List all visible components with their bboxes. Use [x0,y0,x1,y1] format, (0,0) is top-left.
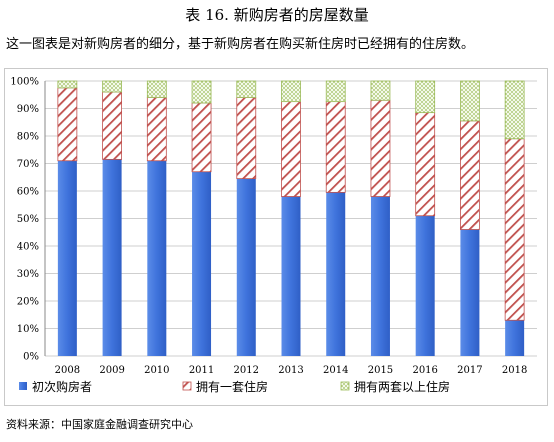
x-tick-label: 2017 [457,365,482,376]
bar-one-home-owner-2011 [191,102,212,173]
y-tick-label: 0% [23,352,39,363]
bar-one-home-owner-2015 [370,99,391,197]
y-tick-label: 60% [17,187,39,198]
bar-two-plus-home-owner-2009 [102,80,122,93]
chart-subtitle: 这一图表是对新购房者的细分，基于新购房者在购买新住房时已经拥有的住房数。 [6,37,475,52]
bar-one-home-owner-2014 [325,101,346,193]
bar-first-time-buyer-2018 [505,320,525,356]
bar-two-plus-home-owner-2011 [191,80,212,104]
bar-one-home-owner-2018 [504,138,525,321]
x-tick-label: 2008 [55,365,80,376]
bars [57,80,525,356]
x-tick-label: 2014 [323,365,348,376]
stacked-bar-chart: 0%10%20%30%40%50%60%70%80%90%100% 2008 20… [10,77,537,394]
y-tick-label: 50% [17,214,39,225]
bar-first-time-buyer-2012 [236,178,256,356]
legend-label-one-home-owner: 拥有一套住房 [196,379,268,394]
x-tick-label: 2015 [368,365,393,376]
bar-two-plus-home-owner-2015 [370,80,391,101]
bar-two-plus-home-owner-2016 [415,80,436,114]
x-tick-label: 2018 [502,365,527,376]
y-tick-label: 40% [17,242,39,253]
y-tick-label: 10% [17,324,39,335]
bar-one-home-owner-2013 [281,101,301,197]
bar-one-home-owner-2012 [236,97,257,180]
bar-two-plus-home-owner-2013 [281,80,301,103]
y-tick-label: 100% [10,77,39,88]
bar-two-plus-home-owner-2008 [57,80,78,89]
x-tick-label: 2016 [412,365,437,376]
bar-first-time-buyer-2013 [281,196,301,356]
x-axis-ticks: 2008 2009 2010 2011 2012 2013 2014 2015 2016 2017… [55,365,528,376]
bar-first-time-buyer-2014 [326,192,346,356]
y-tick-label: 80% [17,132,39,143]
x-tick-label: 2012 [234,365,259,376]
legend-swatch-two-plus-home-owner [340,381,350,391]
chart-title: 表 16. 新购房者的房屋数量 [185,6,369,24]
bar-one-home-owner-2017 [460,120,480,230]
bar-one-home-owner-2016 [415,112,436,217]
source-note: 资料来源：中国家庭金融调查研究中心 [6,418,193,431]
bar-first-time-buyer-2016 [415,215,435,356]
bar-first-time-buyer-2008 [57,160,77,356]
chart-frame: 0% 10% 20% 30% 40% 50% 60% 70% 80% 90% 100% 2008 20… [4,68,548,406]
x-tick-label: 2011 [189,365,214,376]
y-tick-label: 30% [17,269,39,280]
bar-first-time-buyer-2011 [192,171,212,356]
bar-two-plus-home-owner-2012 [236,80,257,98]
y-axis-ticks: 0% 10% 20% 30% 40% 50% 60% 70% 80% 90% 100% [10,77,39,363]
y-tick-label: 70% [17,159,39,170]
x-tick-label: 2013 [278,365,303,376]
legend: 初次购房者 拥有一套住房 拥有两套以上住房 [19,379,450,394]
x-tick-label: 2010 [144,365,169,376]
legend-label-first-time-buyer: 初次购房者 [32,379,92,394]
legend-swatch-one-home-owner [182,381,192,391]
bar-one-home-owner-2008 [57,87,78,162]
bar-first-time-buyer-2017 [460,229,480,356]
y-tick-label: 90% [17,104,39,115]
y-tick-label: 20% [17,297,39,308]
bar-two-plus-home-owner-2017 [460,80,480,122]
bar-first-time-buyer-2009 [102,159,122,356]
bar-one-home-owner-2010 [146,97,167,162]
bar-first-time-buyer-2010 [147,160,167,356]
legend-label-two-plus-home-owner: 拥有两套以上住房 [354,379,450,394]
bar-first-time-buyer-2015 [370,196,390,356]
bar-one-home-owner-2009 [102,91,122,160]
legend-swatch-first-time-buyer [19,382,27,390]
bar-two-plus-home-owner-2018 [504,80,525,140]
bar-two-plus-home-owner-2014 [325,80,346,103]
x-tick-label: 2009 [99,365,124,376]
bar-two-plus-home-owner-2010 [146,80,167,98]
